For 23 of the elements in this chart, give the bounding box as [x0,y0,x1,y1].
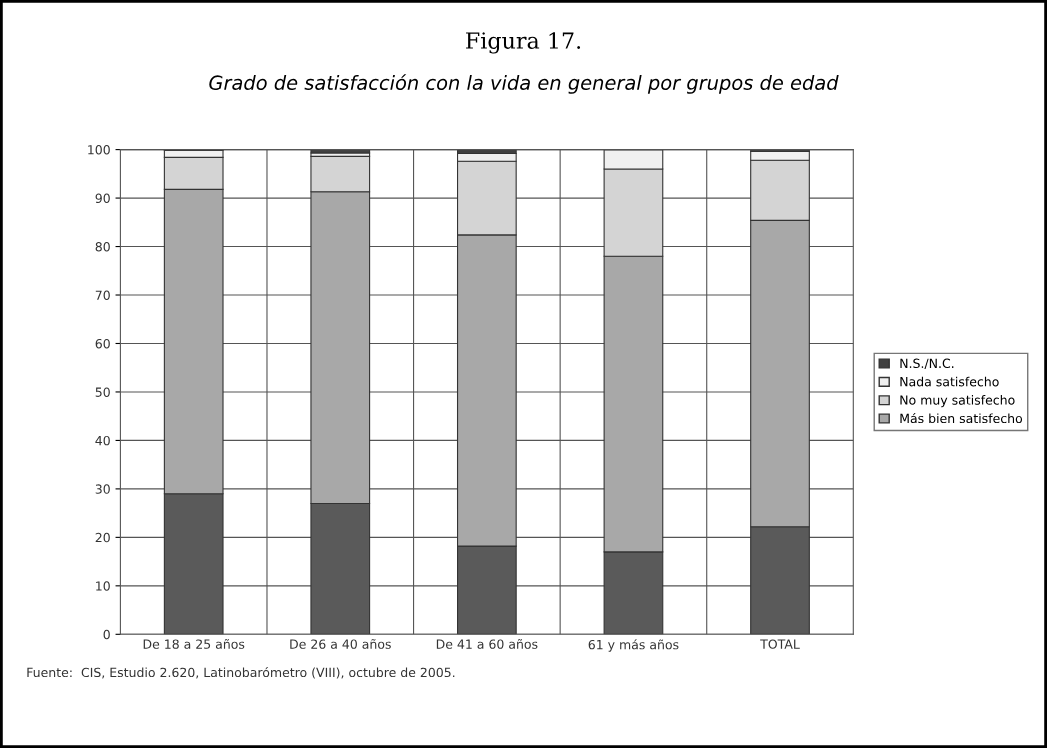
chart-subtitle: Grado de satisfacción con la vida en general por grupos de edad [209,74,839,94]
legend-label: No muy satisfecho [900,395,1015,408]
legend-label: N.S./N.C. [900,358,954,370]
y-tick-label: 50 [95,387,110,397]
y-tick-label: 20 [95,532,110,543]
y-tick-label: 90 [95,193,110,203]
chart-title: Figura 17. [466,32,581,54]
x-tick-label: TOTAL [760,639,800,649]
source-note: Fuente: CIS, Estudio 2.620, Latinobarómetro (VIII), octubre de 2005. [27,666,455,679]
y-tick-label: 0 [103,629,110,640]
x-tick-label: De 18 a 25 años [143,638,245,649]
y-tick-label: 70 [95,290,110,300]
legend-label: Más bien satisfecho [900,412,1023,424]
legend-label: Nada satisfecho [900,376,999,387]
y-tick-label: 40 [95,435,110,446]
x-tick-label: De 26 a 40 años [290,638,391,649]
y-tick-label: 60 [95,338,110,349]
x-tick-label: 61 y más años [588,639,679,652]
y-tick-label: 10 [96,581,110,591]
x-tick-label: De 41 a 60 años [436,638,538,649]
y-tick-label: 80 [95,242,110,252]
y-tick-label: 100 [88,145,110,155]
y-tick-label: 30 [95,484,110,494]
